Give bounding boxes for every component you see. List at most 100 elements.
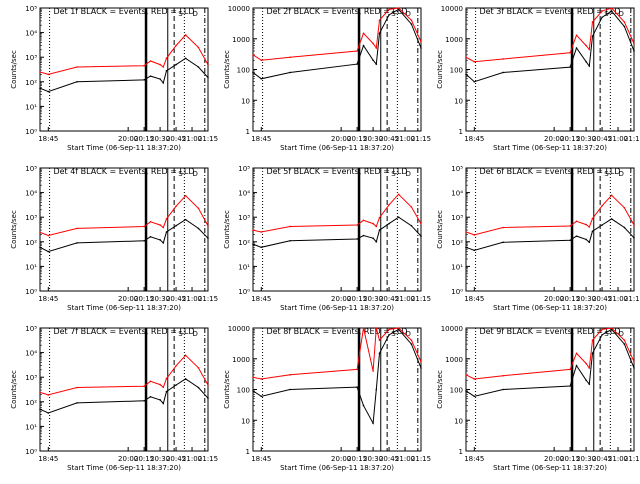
- x-tick-label: 20:15: [134, 455, 154, 463]
- x-tick-label: 21:00: [608, 455, 628, 463]
- series-events-line: [252, 8, 422, 80]
- series-events-point: [473, 249, 476, 252]
- series-events-point: [207, 76, 209, 79]
- series-lld-point: [601, 10, 603, 12]
- y-tick-label: 10¹: [451, 263, 463, 271]
- x-tick-label: 20:00: [331, 135, 351, 143]
- y-tick-label: 10⁰: [25, 448, 37, 456]
- y-axis-label: Counts/sec: [436, 50, 444, 89]
- y-tick-label: 10⁰: [25, 128, 37, 136]
- x-axis-label: Start Time (06-Sep-11 18:37:20): [493, 464, 607, 472]
- series-lld-point: [165, 57, 168, 60]
- x-tick-label: 20:45: [592, 135, 612, 143]
- x-axis-label: Start Time (06-Sep-11 18:37:20): [493, 144, 607, 152]
- x-tick-label: 20:30: [576, 295, 596, 303]
- series-events-line: [39, 378, 209, 414]
- x-tick-label: 18:45: [251, 455, 271, 463]
- series-events-point: [465, 73, 467, 76]
- series-events-point: [388, 334, 390, 336]
- series-lld-line: [465, 194, 635, 236]
- series-lld-point: [410, 339, 413, 342]
- x-tick-label: 18:45: [464, 295, 484, 303]
- y-tick-label: 10²: [451, 239, 463, 247]
- series-events-point: [465, 246, 467, 249]
- x-tick-label: 20:00: [118, 455, 138, 463]
- series-events-point: [197, 386, 200, 389]
- series-lld-point: [175, 365, 177, 367]
- y-tick-label: 10¹: [25, 423, 37, 431]
- series-events-point: [473, 395, 476, 398]
- series-lld-point: [165, 377, 168, 380]
- series-events-point: [252, 390, 254, 392]
- x-tick-label: 21:00: [608, 135, 628, 143]
- series-lld-point: [465, 231, 467, 233]
- series-events-line: [465, 10, 635, 83]
- series-events-point: [610, 218, 613, 220]
- marker-label: S: [391, 10, 396, 18]
- x-tick-label: 21:00: [182, 455, 202, 463]
- y-axis-label: Counts/sec: [223, 50, 231, 89]
- series-lld-point: [375, 225, 378, 228]
- marker-label: D: [193, 330, 198, 338]
- y-axis-label: Counts/sec: [436, 370, 444, 409]
- series-events-point: [633, 237, 635, 239]
- x-tick-label: 20:15: [347, 295, 367, 303]
- x-tick-label: 21:15: [624, 455, 640, 463]
- x-tick-label: 18:45: [38, 295, 58, 303]
- series-events-point: [149, 75, 152, 77]
- series-lld-line: [39, 194, 209, 237]
- series-events-point: [375, 388, 378, 391]
- series-lld-point: [588, 48, 591, 51]
- y-tick-label: 100: [450, 67, 463, 75]
- series-lld-point: [420, 360, 422, 363]
- x-axis-label: Start Time (06-Sep-11 18:37:20): [280, 464, 394, 472]
- y-tick-label: 10¹: [25, 103, 37, 111]
- series-lld-point: [197, 367, 200, 369]
- series-events-point: [149, 235, 152, 238]
- series-events-point: [39, 87, 41, 89]
- x-tick-label: 21:00: [395, 455, 415, 463]
- series-lld-point: [378, 339, 381, 342]
- series-lld-point: [397, 193, 400, 196]
- y-axis-label: Counts/sec: [223, 370, 231, 409]
- series-lld-point: [591, 21, 594, 23]
- series-events-point: [410, 343, 413, 345]
- x-tick-label: 20:45: [592, 295, 612, 303]
- series-lld-point: [207, 224, 209, 227]
- y-tick-label: 10⁴: [451, 190, 463, 198]
- series-lld-point: [575, 220, 578, 223]
- x-tick-label: 18:45: [251, 135, 271, 143]
- series-events-point: [175, 384, 177, 386]
- series-lld-point: [260, 59, 263, 62]
- y-axis-label: Counts/sec: [10, 210, 18, 249]
- x-tick-label: 20:00: [544, 135, 564, 143]
- x-tick-label: 20:15: [347, 135, 367, 143]
- x-tick-label: 20:30: [363, 455, 383, 463]
- series-events-point: [375, 63, 378, 65]
- x-tick-label: 20:30: [150, 135, 170, 143]
- x-tick-label: 20:00: [331, 455, 351, 463]
- series-events-point: [569, 385, 571, 387]
- series-lld-line: [39, 354, 209, 396]
- x-axis-label: Start Time (06-Sep-11 18:37:20): [67, 464, 181, 472]
- y-tick-label: 10⁵: [25, 165, 37, 173]
- series-events-point: [375, 241, 378, 243]
- x-tick-label: 20:15: [134, 295, 154, 303]
- plot-frame: [252, 327, 422, 452]
- series-lld-point: [149, 380, 152, 383]
- plot-frame: [465, 7, 635, 132]
- series-events-point: [39, 246, 41, 249]
- y-axis-label: Counts/sec: [436, 210, 444, 249]
- marker-label: S: [391, 170, 396, 178]
- series-events-point: [569, 66, 571, 68]
- series-lld-point: [260, 231, 263, 233]
- y-tick-label: 10⁰: [451, 288, 463, 296]
- x-axis-label: Start Time (06-Sep-11 18:37:20): [67, 144, 181, 152]
- series-events-point: [601, 224, 603, 226]
- series-lld-point: [165, 218, 168, 220]
- series-lld-point: [184, 34, 187, 36]
- marker-label: D: [406, 330, 411, 338]
- x-tick-label: 20:45: [166, 135, 186, 143]
